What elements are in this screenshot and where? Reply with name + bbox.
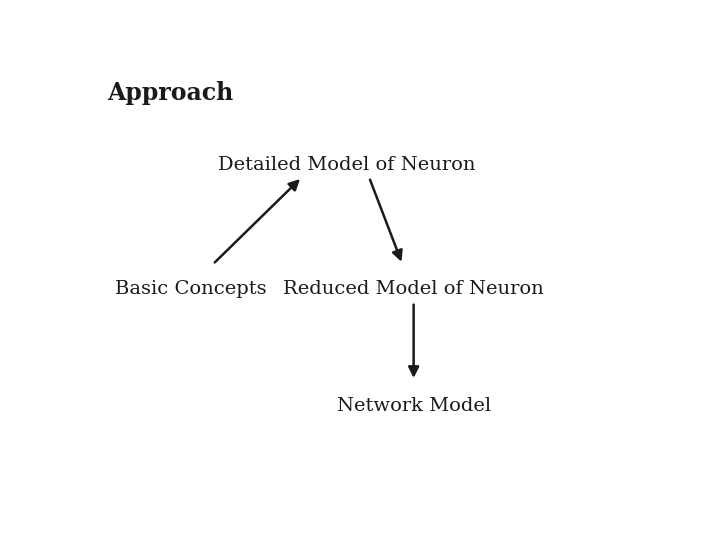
Text: Detailed Model of Neuron: Detailed Model of Neuron [218,156,475,173]
Text: Network Model: Network Model [336,397,491,415]
Text: Approach: Approach [107,82,233,105]
Text: Reduced Model of Neuron: Reduced Model of Neuron [283,280,544,298]
Text: Basic Concepts: Basic Concepts [114,280,266,298]
